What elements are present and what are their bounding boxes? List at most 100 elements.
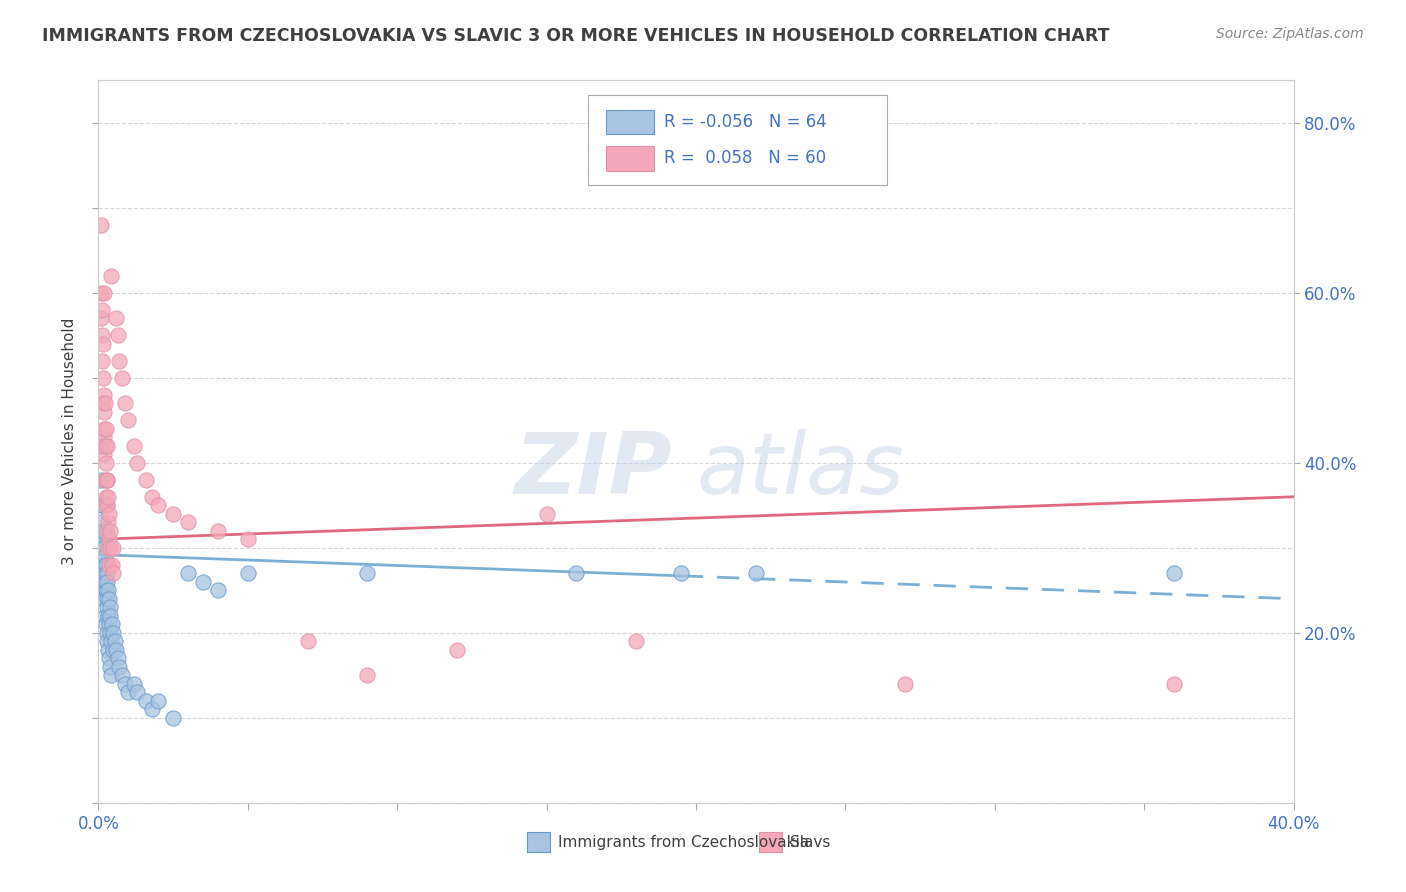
Point (148, 498, 170, 512)
Point (124, 677, 146, 691)
Point (96, 591, 118, 606)
Point (93, 541, 115, 555)
Point (94, 422, 117, 436)
Point (93, 566, 115, 581)
FancyBboxPatch shape (589, 95, 887, 185)
Point (105, 642, 128, 657)
Point (97, 651, 120, 665)
Point (107, 651, 129, 665)
Point (94, 490, 117, 504)
Point (91, 541, 114, 555)
Text: IMMIGRANTS FROM CZECHOSLOVAKIA VS SLAVIC 3 OR MORE VEHICLES IN HOUSEHOLD CORRELA: IMMIGRANTS FROM CZECHOSLOVAKIA VS SLAVIC… (42, 27, 1109, 45)
Point (94, 574, 117, 589)
Point (356, 566, 378, 581)
Text: ZIP: ZIP (515, 429, 672, 512)
Point (93, 558, 115, 572)
FancyBboxPatch shape (606, 146, 654, 170)
Point (141, 490, 163, 504)
Point (135, 473, 157, 487)
Point (98, 541, 122, 555)
Point (177, 566, 200, 581)
Point (669, 566, 692, 581)
Point (96, 566, 118, 581)
Point (114, 677, 136, 691)
Point (97, 516, 120, 530)
Point (97, 558, 120, 572)
Point (90, 285, 112, 300)
Point (91, 498, 114, 512)
Text: Immigrants from Czechoslovakia: Immigrants from Czechoslovakia (558, 835, 810, 849)
Point (97, 507, 120, 521)
Point (446, 642, 468, 657)
Point (98, 660, 121, 674)
Point (90, 439, 112, 453)
Point (108, 660, 131, 674)
Point (108, 353, 131, 368)
Point (236, 533, 259, 547)
Point (97, 541, 120, 555)
Point (101, 617, 124, 632)
Point (96, 625, 118, 640)
Point (91, 566, 114, 581)
Point (97, 591, 120, 606)
Point (94, 549, 117, 564)
Point (100, 268, 122, 283)
Point (101, 541, 124, 555)
Point (94, 473, 117, 487)
Point (96, 600, 118, 615)
Point (894, 677, 917, 691)
Point (96, 634, 118, 648)
Point (93, 285, 115, 300)
Point (97, 533, 120, 547)
Point (236, 566, 259, 581)
Text: Slavs: Slavs (790, 835, 831, 849)
Point (91, 396, 114, 410)
Text: Source: ZipAtlas.com: Source: ZipAtlas.com (1216, 27, 1364, 41)
Point (91, 558, 114, 572)
Point (96, 473, 118, 487)
Point (101, 558, 124, 572)
Point (90, 311, 112, 326)
Point (94, 558, 117, 572)
Point (93, 524, 115, 538)
Point (93, 422, 115, 436)
Point (94, 583, 117, 598)
Point (536, 507, 558, 521)
Point (356, 668, 378, 682)
Point (127, 456, 149, 470)
Point (103, 566, 125, 581)
Point (93, 583, 115, 598)
Point (565, 566, 588, 581)
Point (93, 405, 115, 419)
Point (162, 507, 184, 521)
Point (117, 685, 139, 699)
Point (91, 336, 114, 351)
Point (91, 533, 114, 547)
Point (97, 490, 120, 504)
Point (148, 694, 170, 708)
Point (97, 583, 120, 598)
Point (94, 456, 117, 470)
Text: R = -0.056   N = 64: R = -0.056 N = 64 (664, 113, 827, 131)
Point (105, 311, 128, 326)
Point (96, 439, 118, 453)
Point (103, 625, 125, 640)
Point (96, 498, 118, 512)
Point (177, 516, 200, 530)
Point (135, 694, 157, 708)
Point (94, 617, 117, 632)
Point (100, 634, 122, 648)
Point (96, 574, 118, 589)
Point (90, 473, 112, 487)
Point (626, 634, 648, 648)
Point (141, 702, 163, 716)
Point (127, 685, 149, 699)
Point (97, 608, 120, 623)
Point (91, 328, 114, 343)
Point (98, 524, 121, 538)
Point (90, 498, 112, 512)
Point (98, 600, 121, 615)
Point (94, 608, 117, 623)
Point (97, 617, 120, 632)
Point (107, 328, 129, 343)
